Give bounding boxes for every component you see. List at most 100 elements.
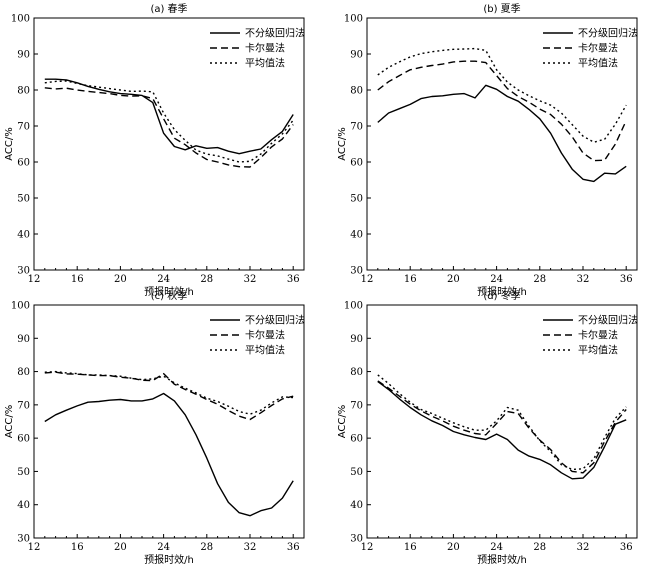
legend-label-2: 卡尔曼法: [578, 42, 618, 55]
x-tick-label: 12: [28, 274, 41, 285]
y-tick-label: 30: [17, 534, 30, 545]
plot-frame: [33, 304, 305, 539]
y-tick-label: 90: [17, 334, 30, 345]
panel-title: (d) 冬季: [483, 289, 520, 302]
series-line-3: [377, 47, 627, 143]
y-tick-label: 90: [350, 50, 363, 61]
y-axis-title: ACC/%: [4, 405, 15, 439]
series-line-2: [44, 371, 294, 421]
legend-label-3: 平均值法: [578, 344, 618, 357]
series-line-3: [44, 370, 294, 415]
legend-label-2: 卡尔曼法: [245, 42, 285, 55]
x-tick-label: 16: [404, 542, 417, 553]
x-tick-label: 20: [447, 274, 460, 285]
y-tick-label: 80: [17, 367, 30, 378]
x-tick-label: 16: [71, 274, 84, 285]
x-axis-title: 预报时效/h: [144, 553, 194, 566]
x-axis-title: 预报时效/h: [477, 285, 527, 298]
y-tick-label: 50: [17, 194, 30, 205]
y-tick-label: 80: [350, 367, 363, 378]
legend-label-1: 不分级回归法: [245, 314, 305, 327]
x-tick-label: 20: [114, 274, 127, 285]
plot-frame: [33, 17, 305, 271]
y-tick-label: 100: [344, 14, 363, 25]
legend-label-2: 卡尔曼法: [245, 329, 285, 342]
x-tick-label: 12: [361, 542, 374, 553]
chart-panel-d: (d) 冬季 12 16 20 24 28 32 36 30 40 50 60 70 80 90 100 预报时…: [337, 289, 638, 566]
x-tick-label: 12: [361, 274, 374, 285]
y-tick-label: 70: [350, 400, 363, 411]
plot-frame: [366, 17, 638, 271]
series-line-3: [377, 374, 627, 471]
y-tick-label: 100: [11, 301, 30, 312]
y-tick-label: 80: [350, 86, 363, 97]
x-tick-label: 28: [533, 274, 546, 285]
series-line-2: [377, 380, 627, 474]
x-tick-label: 20: [447, 542, 460, 553]
legend-label-3: 平均值法: [245, 57, 285, 70]
series-line-2: [44, 87, 294, 168]
x-tick-label: 16: [404, 274, 417, 285]
y-tick-label: 50: [350, 467, 363, 478]
x-tick-label: 36: [620, 274, 633, 285]
x-tick-label: 36: [287, 542, 300, 553]
x-tick-label: 16: [71, 542, 84, 553]
x-tick-label: 24: [490, 542, 503, 553]
legend-label-1: 不分级回归法: [578, 314, 638, 327]
y-tick-label: 60: [17, 434, 30, 445]
y-tick-label: 30: [350, 534, 363, 545]
y-tick-label: 70: [350, 122, 363, 133]
y-tick-label: 40: [17, 230, 30, 241]
y-tick-label: 60: [17, 158, 30, 169]
x-tick-label: 32: [577, 542, 590, 553]
y-tick-label: 50: [17, 467, 30, 478]
x-tick-label: 36: [287, 274, 300, 285]
series-line-1: [44, 392, 294, 517]
x-tick-label: 28: [200, 542, 213, 553]
chart-panel-b: (b) 夏季 12 16 20 24 28 32 36 30 40 50 60 70 80 90 100 预报时…: [337, 3, 638, 298]
y-axis-title: ACC/%: [337, 405, 348, 439]
chart-panel-c: (c) 秋季 12 16 20 24 28 32 36 30 40 50 60 70 80 90 100 预报时…: [4, 289, 305, 566]
y-tick-label: 50: [350, 194, 363, 205]
panel-title: (c) 秋季: [151, 289, 187, 302]
legend-label-3: 平均值法: [578, 57, 618, 70]
y-tick-label: 40: [350, 500, 363, 511]
y-tick-label: 90: [350, 334, 363, 345]
y-tick-label: 40: [17, 500, 30, 511]
y-tick-label: 90: [17, 50, 30, 61]
x-tick-label: 32: [244, 542, 257, 553]
y-tick-label: 70: [17, 400, 30, 411]
x-tick-label: 24: [157, 542, 170, 553]
legend-label-1: 不分级回归法: [578, 27, 638, 40]
x-tick-label: 24: [157, 274, 170, 285]
x-tick-label: 32: [577, 274, 590, 285]
series-line-1: [44, 78, 294, 155]
y-tick-label: 80: [17, 86, 30, 97]
y-tick-label: 30: [17, 266, 30, 277]
x-tick-label: 28: [533, 542, 546, 553]
x-axis-title: 预报时效/h: [477, 553, 527, 566]
legend-label-2: 卡尔曼法: [578, 329, 618, 342]
legend-label-3: 平均值法: [245, 344, 285, 357]
y-tick-label: 100: [11, 14, 30, 25]
x-tick-label: 12: [28, 542, 41, 553]
x-tick-label: 36: [620, 542, 633, 553]
x-tick-label: 28: [200, 274, 213, 285]
y-tick-label: 60: [350, 158, 363, 169]
x-axis-title: 预报时效/h: [144, 285, 194, 298]
y-axis-title: ACC/%: [337, 127, 348, 161]
y-tick-label: 70: [17, 122, 30, 133]
x-tick-label: 24: [490, 274, 503, 285]
series-line-2: [377, 60, 627, 162]
y-tick-label: 40: [350, 230, 363, 241]
y-axis-title: ACC/%: [4, 127, 15, 161]
panel-title: (b) 夏季: [483, 3, 520, 15]
y-tick-label: 30: [350, 266, 363, 277]
plot-frame: [366, 304, 638, 539]
